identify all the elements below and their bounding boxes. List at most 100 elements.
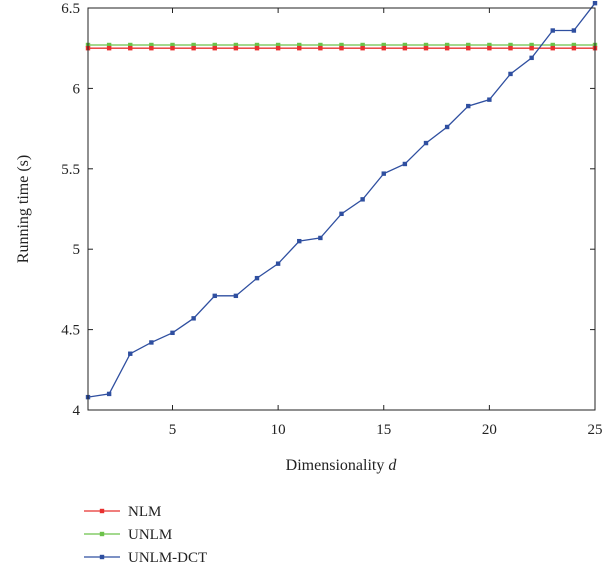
data-point-unlm [191,42,196,48]
data-point-unlm [212,42,217,48]
data-point-nlm [318,46,323,51]
data-point-unlm [128,42,133,48]
data-point-unlm-dct [402,161,408,167]
data-point-unlm-dct [487,97,492,102]
data-point-unlm [423,42,429,48]
data-point-unlm [444,42,450,48]
data-point-nlm [212,46,217,51]
data-point-unlm-dct [128,351,133,356]
data-point-unlm-dct [360,197,365,202]
data-point-unlm [254,42,260,48]
data-point-nlm [106,46,112,51]
data-point-nlm [339,46,344,51]
data-point-unlm-dct [318,235,323,241]
data-point-nlm [571,46,577,51]
legend-item-unlm-dct: UNLM-DCT [84,550,207,566]
series-layer [85,0,598,400]
data-point-unlm [318,42,323,48]
data-point-nlm [128,46,133,51]
data-point-unlm-dct [212,293,217,299]
data-point-unlm [360,42,365,48]
legend-label: NLM [128,504,161,520]
data-point-unlm-dct [381,171,386,176]
data-point-unlm [297,42,302,48]
data-point-nlm [381,46,386,51]
y-tick-label: 5.5 [61,162,80,178]
x-tick-label: 10 [271,422,286,438]
data-point-unlm [170,42,175,48]
y-tick-label: 4.5 [61,323,80,339]
data-point-unlm [466,42,471,48]
legend: NLM UNLM UNLM-DCT [84,504,207,566]
data-point-unlm-dct [191,316,196,321]
data-point-unlm-dct [571,28,577,33]
legend-item-unlm: UNLM [84,527,172,543]
x-tick-label: 5 [169,422,177,438]
x-tick-label: 15 [376,422,391,438]
legend-marker-nlm [99,508,105,514]
legend-label: UNLM [128,527,172,543]
y-tick-label: 6.5 [61,1,80,17]
data-point-unlm-dct [254,275,260,281]
data-point-nlm [444,46,450,51]
data-point-nlm [550,46,555,51]
y-tick-label: 5 [73,242,81,258]
data-point-nlm [508,46,513,51]
data-point-unlm [508,42,513,48]
data-point-nlm [529,46,534,51]
x-tick-label: 20 [482,422,497,438]
x-axis-title: Dimensionality d [286,457,398,474]
data-point-unlm-dct [275,261,281,266]
data-point-unlm-dct [233,293,239,299]
data-point-unlm [381,42,386,48]
data-point-unlm-dct [170,330,175,336]
data-point-nlm [360,46,365,51]
series-line-unlm-dct [87,2,596,398]
y-tick-label: 4 [73,403,81,419]
data-point-unlm-dct [592,0,598,6]
data-point-nlm [297,46,302,51]
x-axis-title-text: Dimensionality [286,457,385,474]
x-axis-title-variable: d [388,457,397,474]
data-point-nlm [233,46,239,51]
data-point-unlm [402,42,408,48]
data-point-nlm [402,46,408,51]
data-point-nlm [254,46,260,51]
data-point-unlm [529,42,534,48]
legend-marker-unlm-dct [99,554,105,560]
data-point-unlm [275,42,281,48]
y-tick-label: 6 [73,81,81,97]
data-point-unlm-dct [444,124,450,130]
data-point-nlm [275,46,281,51]
data-point-unlm-dct [297,238,302,244]
data-point-unlm [106,42,112,48]
data-point-nlm [423,46,429,51]
data-point-unlm [149,42,154,48]
data-point-nlm [170,46,175,51]
legend-item-nlm: NLM [84,504,161,520]
data-point-unlm-dct [550,28,555,33]
y-axis-title: Running time (s) [15,155,32,263]
data-point-nlm [487,46,492,51]
ticks-layer: 5 10 15 20 25 4 4.5 5 5.5 6 6.5 [61,1,602,438]
data-point-unlm [550,42,555,48]
plot-frame [87,7,596,411]
data-point-nlm [191,46,196,51]
data-point-unlm [339,42,344,48]
data-point-unlm-dct [339,211,344,217]
data-point-unlm [571,42,577,48]
data-point-unlm-dct [106,391,112,397]
data-point-unlm-dct [508,71,513,77]
data-point-unlm-dct [423,140,429,146]
data-point-nlm [466,46,471,51]
data-point-nlm [149,46,154,51]
data-point-unlm-dct [466,103,471,109]
legend-marker-unlm [99,531,105,537]
data-point-unlm-dct [149,340,154,345]
legend-label: UNLM-DCT [128,550,207,566]
data-point-unlm [233,42,239,48]
data-point-unlm [487,42,492,48]
x-tick-label: 25 [588,422,603,438]
data-point-unlm-dct [529,55,534,61]
